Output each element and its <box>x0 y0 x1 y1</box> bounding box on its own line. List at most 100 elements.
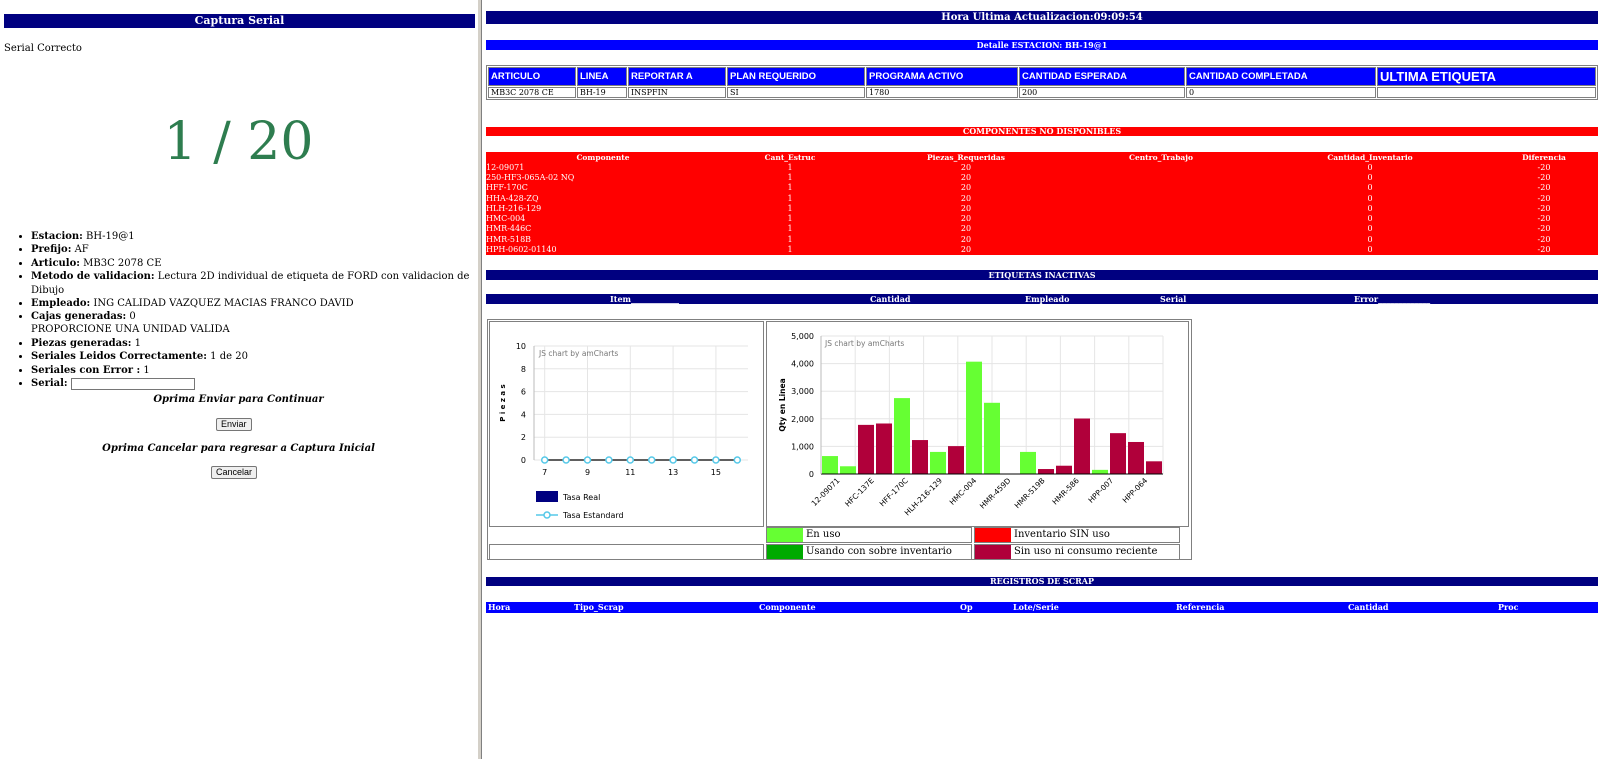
componente-cell: 20 <box>960 193 972 203</box>
y-tick-label: 3,000 <box>791 387 814 396</box>
col-cantidad: Cantidad <box>870 294 911 304</box>
componente-cell <box>1072 193 1250 203</box>
legend-marker-tasa-real <box>536 491 558 502</box>
componente-cell: 1 <box>787 214 793 224</box>
cell-reportar: INSPFIN <box>628 87 726 98</box>
bar <box>966 361 982 474</box>
col-cantidad-inventario: Cantidad_Inventario <box>1327 152 1413 162</box>
componente-cell: -20 <box>1537 224 1551 234</box>
componente-cell: 1 <box>787 224 793 234</box>
col-ultima-etiqueta: ULTIMA ETIQUETA <box>1377 67 1596 86</box>
componente-cell: -20 <box>1537 193 1551 203</box>
article-table: ARTICULO LINEA REPORTAR A PLAN REQUERIDO… <box>486 65 1598 100</box>
componente-cell: HPH-0602-01140 <box>486 245 557 255</box>
cancelar-button[interactable]: Cancelar <box>211 466 258 479</box>
cell-articulo: MB3C 2078 CE <box>488 87 576 98</box>
info-seriales-error: Seriales con Error : 1 <box>31 364 248 377</box>
etiquetas-header-row: Item____________ Cantidad Empleado Seria… <box>486 294 1598 304</box>
qty-chart-svg: 0 1,000 2,000 3,000 4,000 5,000 JS chart by am… <box>778 332 1164 517</box>
componente-row: 250-HF3-065A-02 NQ 1 20 0 -20 <box>486 172 1598 182</box>
col-op: Op <box>960 602 973 612</box>
article-row: MB3C 2078 CE BH-19 INSPFIN SI 1780 200 0 <box>488 87 1596 98</box>
detalle-estacion-bar: Detalle ESTACION: BH-19@1 <box>486 40 1598 50</box>
info-empleado: Empleado: ING CALIDAD VAZQUEZ MACIAS FRA… <box>31 297 477 310</box>
x-tick-label: 15 <box>711 468 721 477</box>
x-tick-label: HMR-586 <box>1050 476 1081 507</box>
componente-cell: -20 <box>1537 172 1551 182</box>
data-point <box>690 456 699 464</box>
componente-cell: 0 <box>1367 172 1373 182</box>
info-metodo: Metodo de validacion: Lectura 2D individ… <box>31 270 477 297</box>
legend-label-tasa-estandard: Tasa Estandard <box>562 511 624 520</box>
y-axis-label: P i e z a s <box>499 384 507 421</box>
instruction-text: PROPORCIONE UNA UNIDAD VALIDA <box>31 324 230 335</box>
col-lote-serie: Lote/Serie <box>1013 602 1059 612</box>
componente-cell: -20 <box>1537 183 1551 193</box>
x-tick-label: 11 <box>625 468 635 477</box>
componente-cell: 20 <box>960 245 972 255</box>
col-programa: PROGRAMA ACTIVO <box>866 67 1018 86</box>
tasa-chart: 0 2 4 6 8 10 7 9 11 13 15 JS chart by amCharts P i e… <box>489 321 764 527</box>
x-tick-label: HMC-004 <box>948 476 979 507</box>
legend-marker-dot <box>543 511 551 519</box>
col-cant-estruc: Cant_Estruc <box>764 152 816 162</box>
enviar-button[interactable]: Enviar <box>216 418 252 431</box>
x-tick-label: HFC-137E <box>843 476 876 509</box>
col-plan: PLAN REQUERIDO <box>727 67 865 86</box>
col-articulo: ARTICULO <box>488 67 576 86</box>
componente-cell <box>1072 224 1250 234</box>
componente-cell: -20 <box>1537 203 1551 213</box>
componente-cell: 1 <box>787 245 793 255</box>
progress-info-list: Piezas generadas: 1 Seriales Leidos Corr… <box>0 337 248 391</box>
x-tick-label: HFF-170C <box>878 476 910 508</box>
x-tick-label: HPP-007 <box>1086 476 1115 505</box>
col-serial: Serial <box>1160 294 1187 304</box>
componente-cell: 1 <box>787 172 793 182</box>
data-point <box>583 456 592 464</box>
legend-sin-uso: Sin uso ni consumo reciente <box>974 544 1180 560</box>
serial-input[interactable] <box>70 377 195 390</box>
componente-cell: 1 <box>787 183 793 193</box>
scrap-title: REGISTROS DE SCRAP <box>486 577 1598 586</box>
x-tick-label: 13 <box>668 468 678 477</box>
componente-cell <box>1072 183 1250 193</box>
info-cajas: Cajas generadas: 0 <box>31 310 477 323</box>
cell-cantidad-completada: 0 <box>1186 87 1376 98</box>
componente-cell: -20 <box>1537 245 1551 255</box>
componentes-title: COMPONENTES NO DISPONIBLES <box>486 127 1598 136</box>
legend-inventario-sin-uso: Inventario SIN uso <box>974 527 1180 543</box>
tasa-chart-svg: 0 2 4 6 8 10 7 9 11 13 15 JS chart by amCharts P i e… <box>499 342 748 520</box>
bar <box>822 456 838 474</box>
legend-label-tasa-real: Tasa Real <box>562 493 600 502</box>
charts-container: 0 2 4 6 8 10 7 9 11 13 15 JS chart by amCharts P i e… <box>487 319 1192 560</box>
frame-divider[interactable] <box>477 0 482 759</box>
col-referencia: Referencia <box>1176 602 1225 612</box>
componente-cell: 0 <box>1367 214 1373 224</box>
componente-cell: HFF-170C <box>486 183 528 193</box>
componente-row: HMR-518B 1 20 0 -20 <box>486 234 1598 244</box>
componente-cell: 1 <box>787 193 793 203</box>
col-reportar: REPORTAR A <box>628 67 726 86</box>
componente-cell: 12-09071 <box>486 162 525 172</box>
x-tick-label: 9 <box>585 468 590 477</box>
detalle-panel: Hora Ultima Actualizacion:09:09:54 Detal… <box>484 0 1600 759</box>
info-articulo: Articulo: MB3C 2078 CE <box>31 257 477 270</box>
bar <box>912 440 928 474</box>
legend-swatch-sobre-inventario <box>767 545 803 559</box>
col-scrap-cantidad: Cantidad <box>1348 602 1389 612</box>
col-componente: Componente <box>576 152 630 162</box>
bar <box>894 398 910 474</box>
x-tick-label: HPP-064 <box>1121 476 1150 505</box>
componente-row: HMC-004 1 20 0 -20 <box>486 213 1598 223</box>
captura-panel: Captura Serial Serial Correcto 1 / 20 Es… <box>0 0 477 759</box>
station-info-list: Estacion: BH-19@1 Prefijo: AF Articulo: … <box>0 230 477 324</box>
componentes-header-row: Componente Cant_Estruc Piezas_Requeridas… <box>486 152 1598 162</box>
componente-cell: 0 <box>1367 203 1373 213</box>
bar <box>840 466 856 474</box>
serial-row: Serial: <box>31 377 248 390</box>
legend-swatch-inventario <box>975 528 1011 542</box>
componente-cell: 1 <box>787 162 793 172</box>
y-tick-label: 1,000 <box>791 442 814 451</box>
componente-row: HFF-170C 1 20 0 -20 <box>486 183 1598 193</box>
info-seriales-leidos: Seriales Leidos Correctamente: 1 de 20 <box>31 350 248 363</box>
